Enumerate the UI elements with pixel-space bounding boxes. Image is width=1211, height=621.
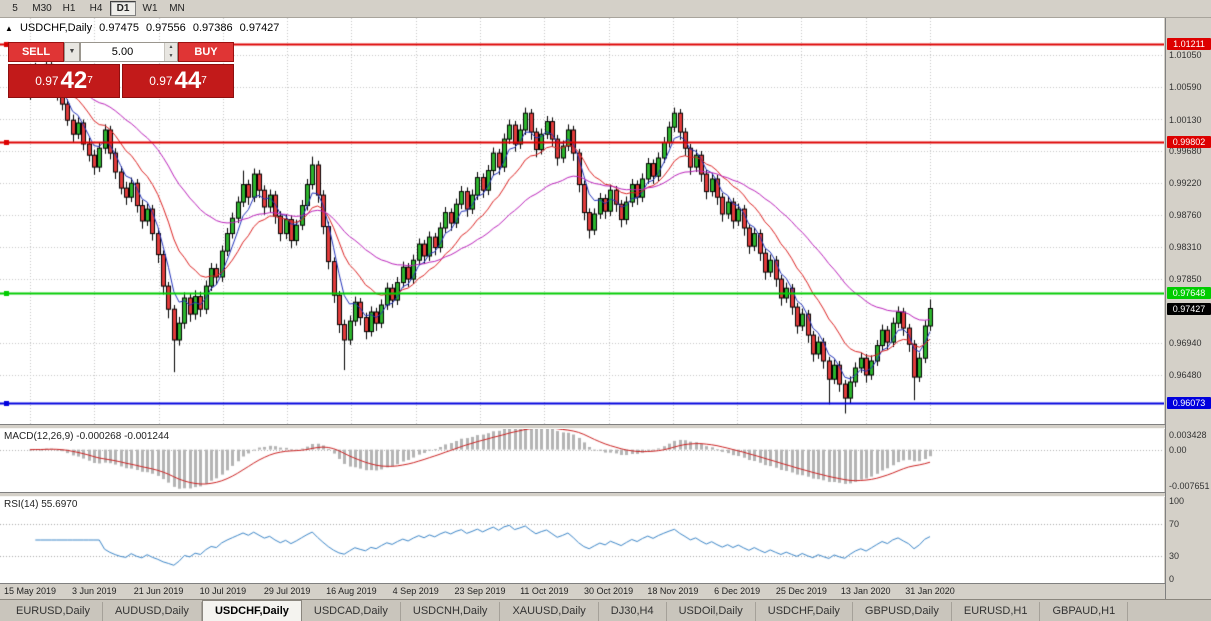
chart-tab-xauusd-daily[interactable]: XAUUSD,Daily bbox=[500, 602, 599, 621]
scale-tick-label: 0.98760 bbox=[1169, 210, 1202, 221]
volume-spinner: ▲ ▼ bbox=[164, 43, 177, 61]
date-label: 10 Jul 2019 bbox=[199, 586, 247, 596]
volume-up-icon[interactable]: ▲ bbox=[165, 43, 177, 52]
chart-tab-eurusd-daily[interactable]: EURUSD,Daily bbox=[4, 602, 103, 621]
scale-tick-label: -0.007651 bbox=[1169, 481, 1210, 491]
scale-tick-label: 100 bbox=[1169, 496, 1185, 506]
chart-symbol-title: USDCHF,Daily bbox=[19, 22, 93, 34]
date-label: 3 Jun 2019 bbox=[72, 586, 117, 596]
scale-tick-label: 1.00590 bbox=[1169, 82, 1202, 93]
scale-tick-label: 1.00130 bbox=[1169, 114, 1202, 125]
chart-tab-usdoil-daily[interactable]: USDOil,Daily bbox=[667, 602, 756, 621]
price-scale[interactable]: 1.01050 1.00590 1.00130 0.99680 0.99220 0.987… bbox=[1165, 18, 1211, 599]
sell-price-prefix: 0.97 bbox=[35, 74, 59, 88]
volume-box: 5.00 ▲ ▼ bbox=[80, 42, 178, 62]
date-label: 18 Nov 2019 bbox=[647, 586, 699, 596]
buy-price-big: 44 bbox=[174, 67, 202, 94]
rsi-canvas[interactable] bbox=[0, 497, 1164, 583]
chart-tab-dj30-h4[interactable]: DJ30,H4 bbox=[599, 602, 667, 621]
chart-tab-gbpaud-h1[interactable]: GBPAUD,H1 bbox=[1040, 602, 1129, 621]
macd-label: MACD(12,26,9) -0.000268 -0.001244 bbox=[4, 431, 170, 442]
date-label: 31 Jan 2020 bbox=[905, 586, 955, 596]
buy-price-sup: 7 bbox=[201, 75, 207, 86]
date-label: 15 May 2019 bbox=[3, 586, 57, 596]
sell-quote-button[interactable]: 0.97 42 7 bbox=[8, 64, 120, 98]
timeframe-button-h1[interactable]: H1 bbox=[62, 3, 76, 14]
timeframe-button-mn[interactable]: MN bbox=[169, 3, 185, 14]
date-axis[interactable]: 15 May 2019 3 Jun 2019 21 Jun 2019 10 Jul 2… bbox=[0, 583, 1165, 599]
date-label: 13 Jan 2020 bbox=[840, 586, 891, 596]
sell-button[interactable]: SELL bbox=[8, 42, 64, 62]
date-label: 23 Sep 2019 bbox=[454, 586, 506, 596]
scale-tick-label: 0.00 bbox=[1169, 444, 1187, 455]
scale-tick-label: 0.97850 bbox=[1169, 274, 1202, 285]
timeframe-toolbar: 5 M30 H1 H4 D1 W1 MN bbox=[0, 0, 1211, 18]
scale-tick-label: 0.99220 bbox=[1169, 178, 1202, 189]
date-label: 30 Oct 2019 bbox=[584, 586, 634, 596]
ohlc-high: 0.97556 bbox=[146, 22, 186, 34]
timeframe-button-m30[interactable]: M30 bbox=[32, 3, 52, 14]
chart-tab-usdchf-daily[interactable]: USDCHF,Daily bbox=[756, 602, 853, 621]
chart-tab-usdchf-daily[interactable]: USDCHF,Daily bbox=[201, 600, 302, 621]
macd-panel bbox=[0, 429, 1164, 492]
price-badge: 0.97648 bbox=[1167, 287, 1211, 300]
sell-price-sup: 7 bbox=[87, 75, 93, 86]
chart-tab-usdcad-daily[interactable]: USDCAD,Daily bbox=[302, 602, 401, 621]
scale-tick-label: 0 bbox=[1169, 574, 1175, 584]
price-badge: 0.96073 bbox=[1167, 397, 1211, 410]
price-badge: 1.01211 bbox=[1167, 37, 1211, 50]
sell-price-big: 42 bbox=[60, 67, 88, 94]
one-click-trading-panel: SELL ▼ 5.00 ▲ ▼ BUY 0.97 42 7 0.97 44 7 bbox=[8, 42, 234, 98]
scale-tick-label: 0.99680 bbox=[1169, 146, 1202, 156]
scale-tick-label: 70 bbox=[1169, 519, 1180, 530]
scale-tick-label: 30 bbox=[1169, 550, 1180, 561]
ohlc-close: 0.97427 bbox=[239, 22, 280, 34]
timeframe-button-h4[interactable]: H4 bbox=[89, 3, 103, 14]
volume-down-icon[interactable]: ▼ bbox=[165, 52, 177, 61]
price-badge: 0.99802 bbox=[1167, 136, 1211, 149]
macd-canvas[interactable] bbox=[0, 429, 1164, 492]
chart-tab-gbpusd-daily[interactable]: GBPUSD,Daily bbox=[853, 602, 952, 621]
chart-header: ▲ USDCHF,Daily 0.97475 0.97556 0.97386 0… bbox=[5, 22, 283, 34]
buy-quote-button[interactable]: 0.97 44 7 bbox=[122, 64, 234, 98]
chart-tab-bar: EURUSD,Daily AUDUSD,Daily USDCHF,Daily USDC… bbox=[0, 599, 1211, 621]
price-badge: 0.97427 bbox=[1167, 302, 1211, 315]
date-label: 4 Sep 2019 bbox=[392, 586, 439, 596]
scale-tick-label: 0.98310 bbox=[1169, 241, 1202, 252]
panel-splitter[interactable] bbox=[0, 492, 1165, 497]
date-label: 25 Dec 2019 bbox=[775, 586, 827, 596]
buy-price-prefix: 0.97 bbox=[149, 74, 173, 88]
volume-input[interactable]: 5.00 bbox=[111, 46, 134, 58]
volume-dropdown-arrow-icon[interactable]: ▼ bbox=[64, 42, 80, 62]
chart-tab-eurusd-h1[interactable]: EURUSD,H1 bbox=[952, 602, 1041, 621]
rsi-label: RSI(14) 55.6970 bbox=[4, 499, 78, 510]
chart-tab-usdcnh-daily[interactable]: USDCNH,Daily bbox=[401, 602, 501, 621]
panel-splitter[interactable] bbox=[0, 424, 1165, 429]
scale-tick-label: 0.96940 bbox=[1169, 337, 1202, 348]
buy-button[interactable]: BUY bbox=[178, 42, 234, 62]
scale-tick-label: 0.96480 bbox=[1169, 370, 1202, 380]
date-label: 29 Jul 2019 bbox=[263, 586, 311, 596]
date-label: 11 Oct 2019 bbox=[520, 586, 569, 596]
date-label: 6 Dec 2019 bbox=[714, 586, 761, 596]
timeframe-button-w1[interactable]: W1 bbox=[142, 3, 158, 14]
timeframe-button-5[interactable]: 5 bbox=[12, 3, 18, 14]
ohlc-low: 0.97386 bbox=[192, 22, 233, 34]
rsi-panel bbox=[0, 497, 1164, 583]
date-label: 21 Jun 2019 bbox=[133, 586, 184, 596]
scale-tick-label: 1.01050 bbox=[1169, 50, 1202, 61]
chart-tab-audusd-daily[interactable]: AUDUSD,Daily bbox=[103, 602, 202, 621]
scale-tick-label: 0.003428 bbox=[1169, 430, 1207, 440]
timeframe-button-d1[interactable]: D1 bbox=[110, 1, 136, 16]
collapse-arrow-icon[interactable]: ▲ bbox=[5, 24, 13, 33]
ohlc-open: 0.97475 bbox=[99, 22, 139, 34]
date-label: 16 Aug 2019 bbox=[326, 586, 377, 596]
